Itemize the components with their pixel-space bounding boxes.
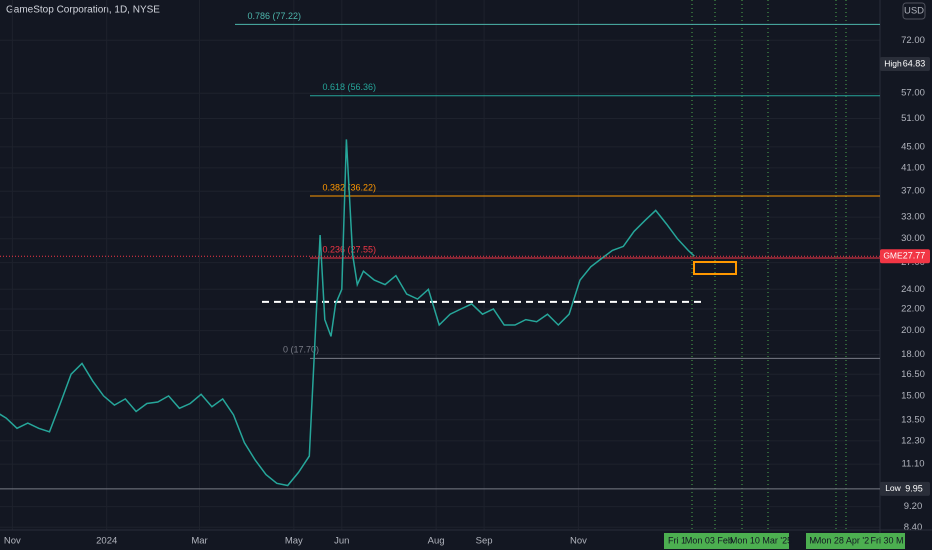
- fib-label: 0.236 (27.55): [322, 244, 376, 254]
- time-marker-box: [869, 533, 905, 549]
- y-tick-label: 30.00: [901, 233, 925, 244]
- x-tick-label: Jun: [334, 536, 349, 547]
- y-tick-label: 37.00: [901, 186, 925, 197]
- low-tag-value: 9.95: [905, 483, 923, 493]
- y-tick-label: 11.10: [901, 459, 924, 470]
- y-tick-label: 22.00: [901, 304, 925, 315]
- fib-label: 0.618 (56.36): [322, 82, 376, 92]
- y-tick-label: 15.00: [901, 390, 925, 401]
- y-tick-label: 20.00: [901, 325, 925, 336]
- time-marker-label: Mon 10 Mar '25: [730, 535, 792, 545]
- last_price-tag-name: GME: [883, 250, 903, 260]
- time-marker-box: [733, 533, 789, 549]
- y-tick-label: 72.00: [901, 35, 925, 46]
- x-tick-label: 2024: [96, 536, 117, 547]
- y-tick-label: 24.00: [901, 284, 925, 295]
- y-tick-label: 33.00: [901, 212, 925, 223]
- high-tag: [880, 57, 930, 72]
- time-marker-box: [664, 533, 690, 549]
- time-marker-label: M: [809, 535, 817, 545]
- last_price-tag: [880, 249, 930, 264]
- x-tick-label: Mar: [191, 536, 207, 547]
- y-tick-label: 16.50: [901, 369, 925, 380]
- time-marker-label: Fri 1: [668, 535, 686, 545]
- y-tick-label: 13.50: [901, 414, 925, 425]
- time-marker-label: Fri 30 M: [870, 535, 903, 545]
- y-tick-label: 18.00: [901, 349, 925, 360]
- high-tag-value: 64.83: [903, 58, 926, 68]
- time-marker-box: [815, 533, 873, 549]
- low-tag: [880, 481, 930, 496]
- time-marker-label: Mon 28 Apr '25: [814, 535, 874, 545]
- x-tick-label: Aug: [428, 536, 445, 547]
- y-tick-label: 57.00: [901, 88, 925, 99]
- y-tick-label: 51.00: [901, 113, 925, 124]
- zone-box: [693, 261, 737, 275]
- price-line: [0, 139, 695, 487]
- y-tick-label: 45.00: [901, 141, 925, 152]
- x-tick-label: May: [285, 536, 303, 547]
- currency-box[interactable]: [902, 2, 926, 20]
- y-tick-label: 8.40: [904, 522, 923, 533]
- y-tick-label: 41.00: [901, 162, 925, 173]
- low-tag-name: Low: [885, 483, 901, 493]
- chart-title: GameStop Corporation, 1D, NYSE: [6, 5, 160, 16]
- last_price-tag-value: 27.77: [903, 251, 926, 261]
- time-marker-label: Mon 03 Feb '25: [685, 535, 747, 545]
- x-tick-label: Nov: [4, 536, 21, 547]
- y-tick-label: 9.20: [904, 501, 923, 512]
- currency[interactable]: USD: [904, 6, 924, 17]
- fib-label: 0.786 (77.22): [247, 11, 301, 21]
- x-tick-label: Sep: [476, 536, 493, 547]
- high-tag-name: High: [884, 58, 902, 68]
- y-tick-label: 12.30: [901, 435, 925, 446]
- x-tick-label: Nov: [570, 536, 587, 547]
- fib-label: 0 (17.70): [283, 345, 319, 355]
- time-marker-box: [687, 533, 745, 549]
